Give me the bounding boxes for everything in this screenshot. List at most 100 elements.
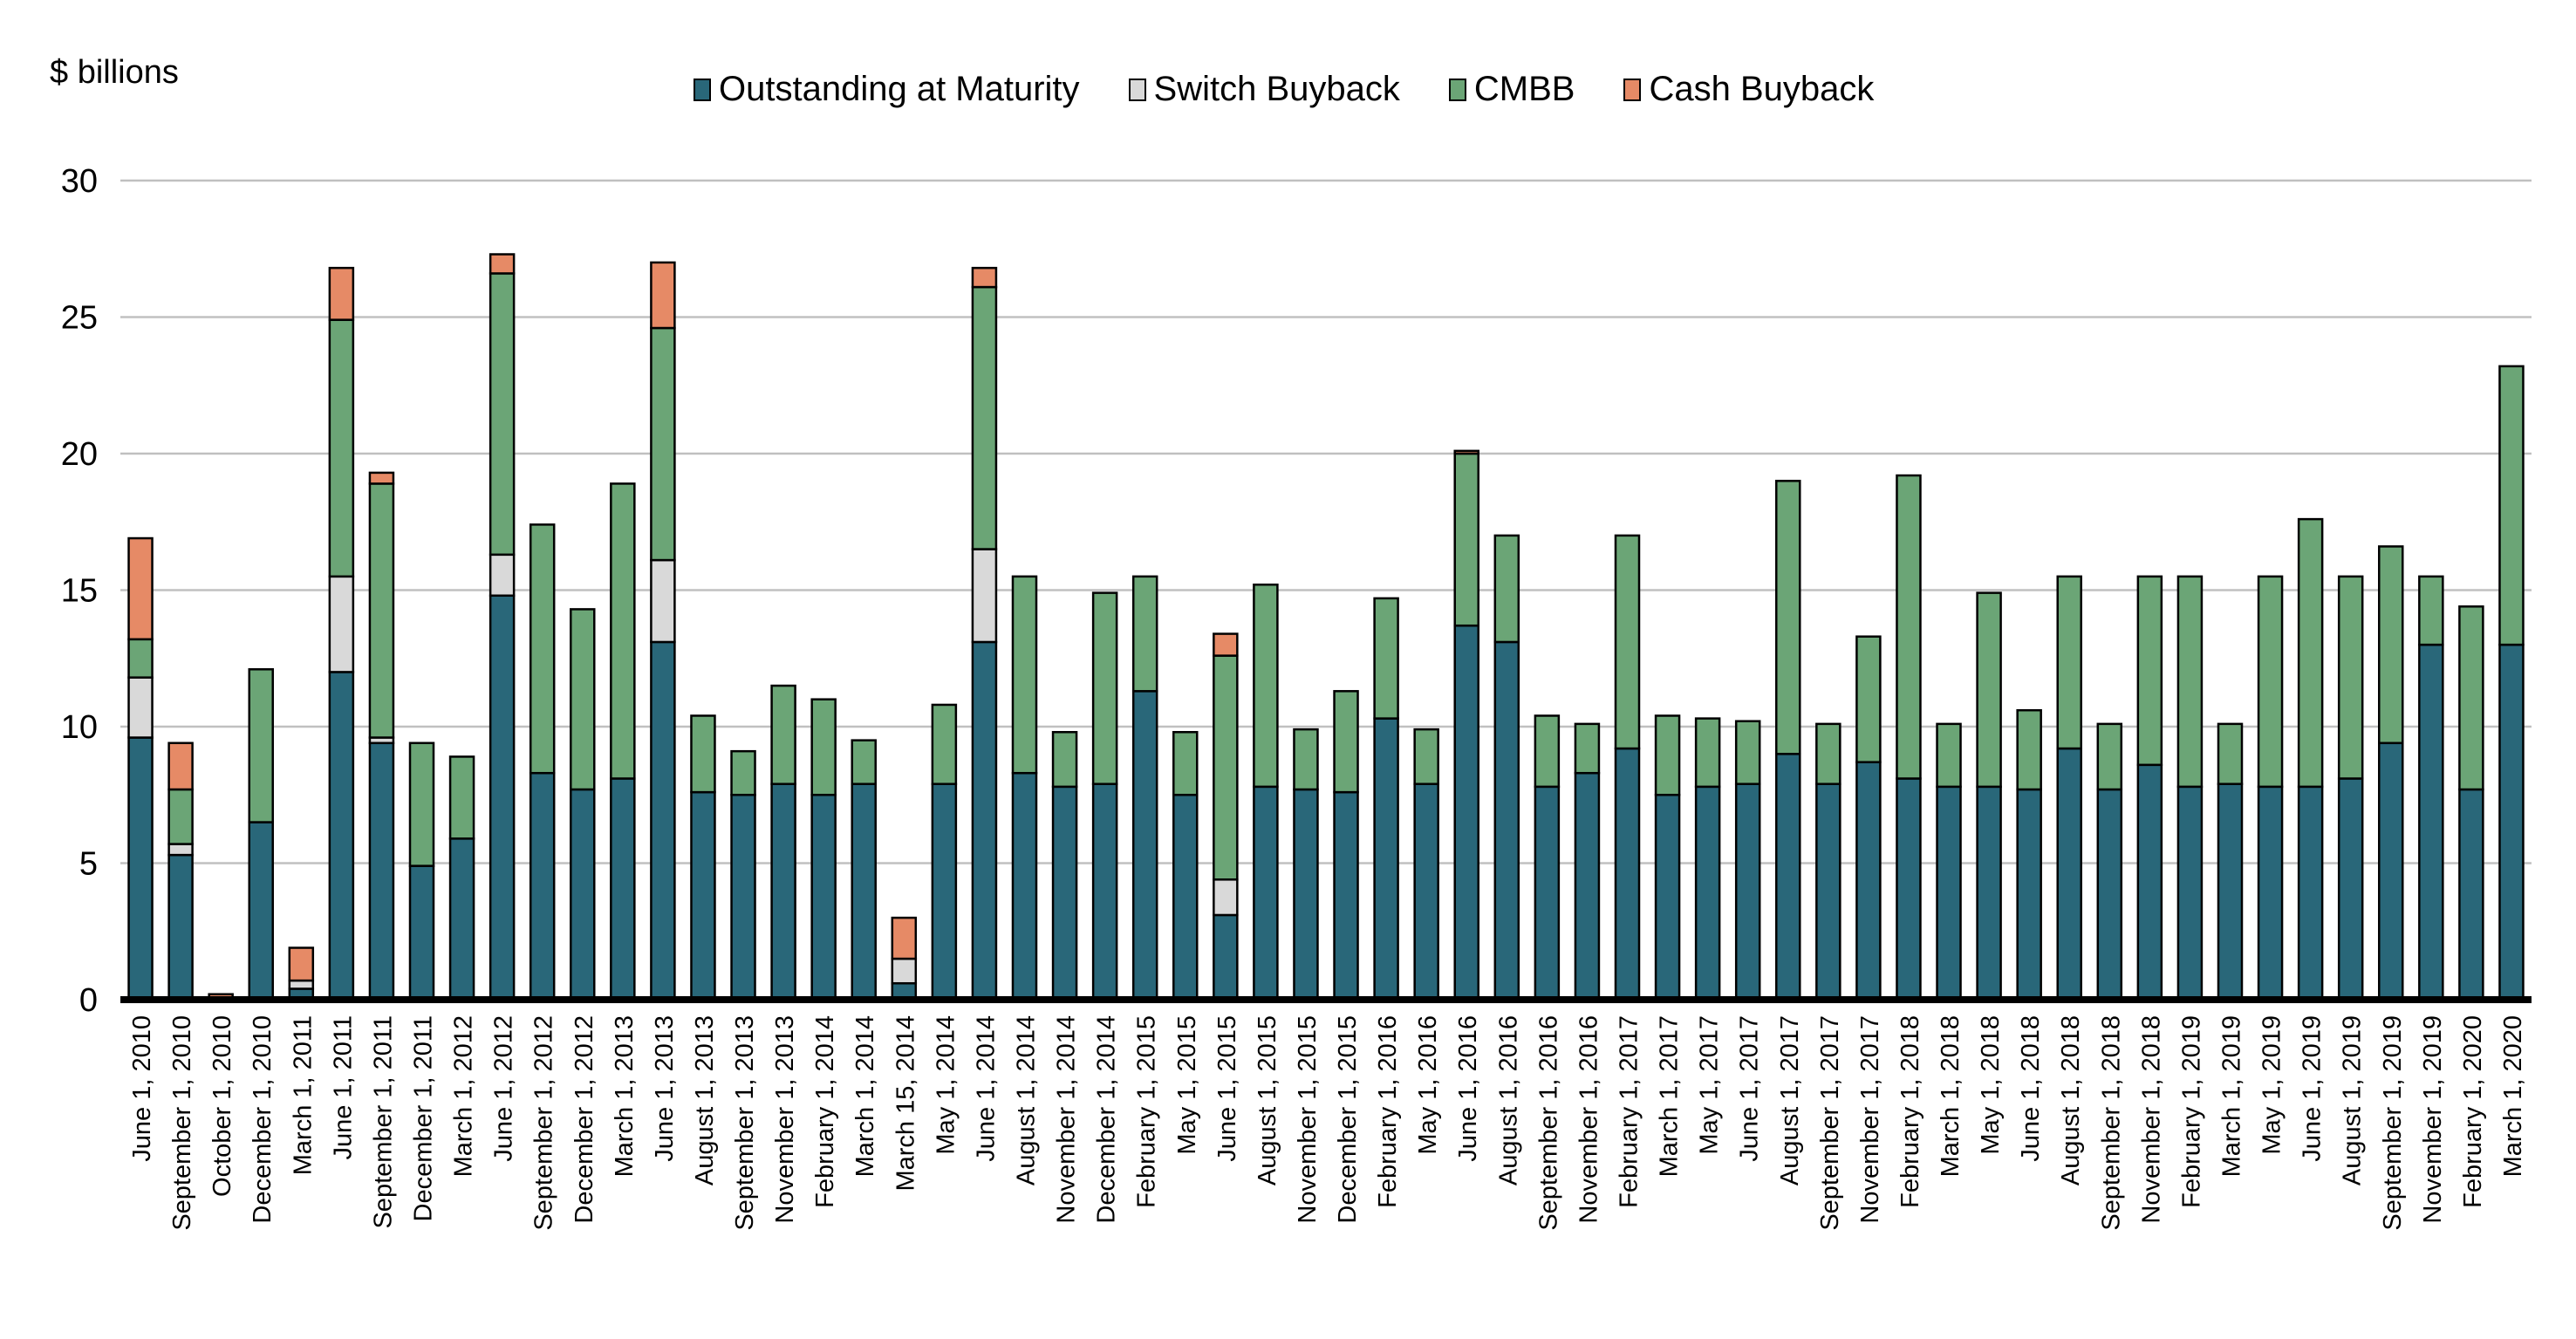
bar-stack [810,698,837,1001]
bar-segment-outstanding-at-maturity [2257,785,2284,1001]
bar-segment-cmbb [2458,605,2484,791]
bar-stack [1172,731,1199,1001]
bar-segment-cash-buyback [167,741,194,791]
bar-segment-outstanding-at-maturity [1413,782,1439,1001]
bar-segment-cmbb [2096,722,2123,791]
bar-segment-cmbb [1614,534,1641,750]
bar-segment-cmbb [730,749,756,796]
bar-stack [2257,575,2284,1001]
bar-stack [2217,722,2244,1001]
bar-segment-outstanding-at-maturity [2176,785,2204,1001]
x-axis-labels: June 1, 2010 September 1, 2010 October 1, … [128,1015,2527,1231]
bar-segment-cmbb [1413,728,1439,785]
bar-stack [1896,474,1922,1001]
bar-segment-cmbb [2136,575,2163,767]
bar-stack [1051,731,1078,1001]
bar-stack [570,608,596,1001]
bar-stack [368,471,395,1001]
bar-segment-cash-buyback [891,916,918,960]
bar-stack [2498,365,2525,1001]
bar-segment-outstanding-at-maturity [328,671,355,1001]
x-tick-label: November 1, 2014 [1053,1015,1081,1224]
bar-segment-outstanding-at-maturity [1896,777,1922,1001]
x-tick-label: August 1, 2013 [691,1015,719,1185]
bar-segment-outstanding-at-maturity [730,794,756,1001]
x-tick-label: August 1, 2016 [1494,1015,1522,1185]
bar-stack [1293,728,1319,1001]
bar-segment-cmbb [1333,690,1359,794]
legend-swatch-outstanding-at-maturity [694,78,711,101]
bar-segment-outstanding-at-maturity [1574,771,1601,1001]
bar-segment-cmbb [1373,597,1399,720]
bar-segment-outstanding-at-maturity [770,782,796,1001]
bar-stack [448,755,475,1001]
x-tick-label: September 1, 2017 [1816,1015,1844,1231]
bar-stack [1574,722,1601,1001]
bar-stack [1493,534,1520,1001]
bar-stack [2458,605,2484,1001]
bar-segment-outstanding-at-maturity [2136,763,2163,1001]
bar-segment-outstanding-at-maturity [127,736,154,1001]
legend-label: Switch Buyback [1153,70,1400,108]
bar-segment-outstanding-at-maturity [1534,785,1561,1001]
bar-segment-outstanding-at-maturity [1333,790,1359,1001]
bar-segment-cmbb [690,714,716,794]
bar-segment-cmbb [1896,474,1922,780]
bar-stack [1091,591,1118,1001]
x-tick-label: September 1, 2016 [1534,1015,1562,1231]
bar-segment-cmbb [1172,731,1199,796]
y-tick-label: 25 [61,300,98,337]
bar-segment-cmbb [1131,575,1158,693]
bar-segment-cmbb [1011,575,1038,775]
y-tick-label: 30 [61,163,98,200]
bar-segment-cash-buyback [368,471,395,485]
bar-stack [891,916,918,1001]
x-tick-label: June 1, 2019 [2299,1015,2327,1162]
bar-segment-switch-buyback [1213,878,1239,917]
x-tick-label: February 1, 2018 [1896,1015,1924,1208]
x-tick-label: November 1, 2016 [1575,1015,1602,1224]
bar-segment-cmbb [1574,722,1601,775]
bar-segment-cmbb [1213,654,1239,881]
bar-segment-cmbb [1654,714,1681,796]
legend-swatch-cmbb [1448,78,1466,101]
bar-stack [1453,449,1479,1001]
bar-segment-outstanding-at-maturity [2458,788,2484,1001]
bar-segment-cmbb [328,318,355,578]
x-tick-label: September 1, 2011 [369,1015,397,1229]
x-tick-label: September 1, 2010 [168,1015,196,1231]
x-tick-label: June 1, 2012 [490,1015,518,1162]
y-tick-label: 5 [79,846,98,883]
bar-segment-cmbb [1815,722,1841,785]
bar-stack [1775,480,1801,1001]
bar-segment-cmbb [127,638,154,679]
x-tick-label: September 1, 2012 [530,1015,558,1231]
bar-segment-cmbb [2176,575,2204,789]
bar-stack [1413,728,1439,1001]
x-tick-label: August 1, 2014 [1013,1015,1041,1185]
legend-item-switch-buyback: Switch Buyback [1128,70,1400,109]
x-tick-label: November 1, 2018 [2137,1015,2165,1224]
x-tick-label: August 1, 2019 [2339,1015,2367,1185]
x-tick-label: May 1, 2017 [1696,1015,1724,1155]
x-tick-label: November 1, 2019 [2419,1015,2447,1224]
bar-stack [167,741,194,1001]
bar-segment-cmbb [529,523,556,775]
bar-segment-outstanding-at-maturity [1654,794,1681,1001]
x-tick-label: March 1, 2014 [851,1015,879,1177]
bar-segment-cmbb [2337,575,2364,780]
bar-segment-cmbb [167,788,194,845]
bar-stack [690,714,716,1001]
bar-segment-cash-buyback [489,253,516,275]
bar-segment-cmbb [810,698,837,796]
bar-segment-cmbb [2056,575,2082,750]
bar-segment-outstanding-at-maturity [1293,788,1319,1001]
bar-segment-cmbb [1453,452,1479,627]
x-tick-label: June 1, 2010 [128,1015,156,1162]
legend-item-outstanding-at-maturity: Outstanding at Maturity [694,70,1080,109]
bar-stack [2337,575,2364,1001]
bar-segment-outstanding-at-maturity [1131,690,1158,1001]
bar-segment-cmbb [1976,591,2002,789]
bar-stack [1694,717,1721,1001]
x-tick-label: November 1, 2015 [1294,1015,1322,1224]
